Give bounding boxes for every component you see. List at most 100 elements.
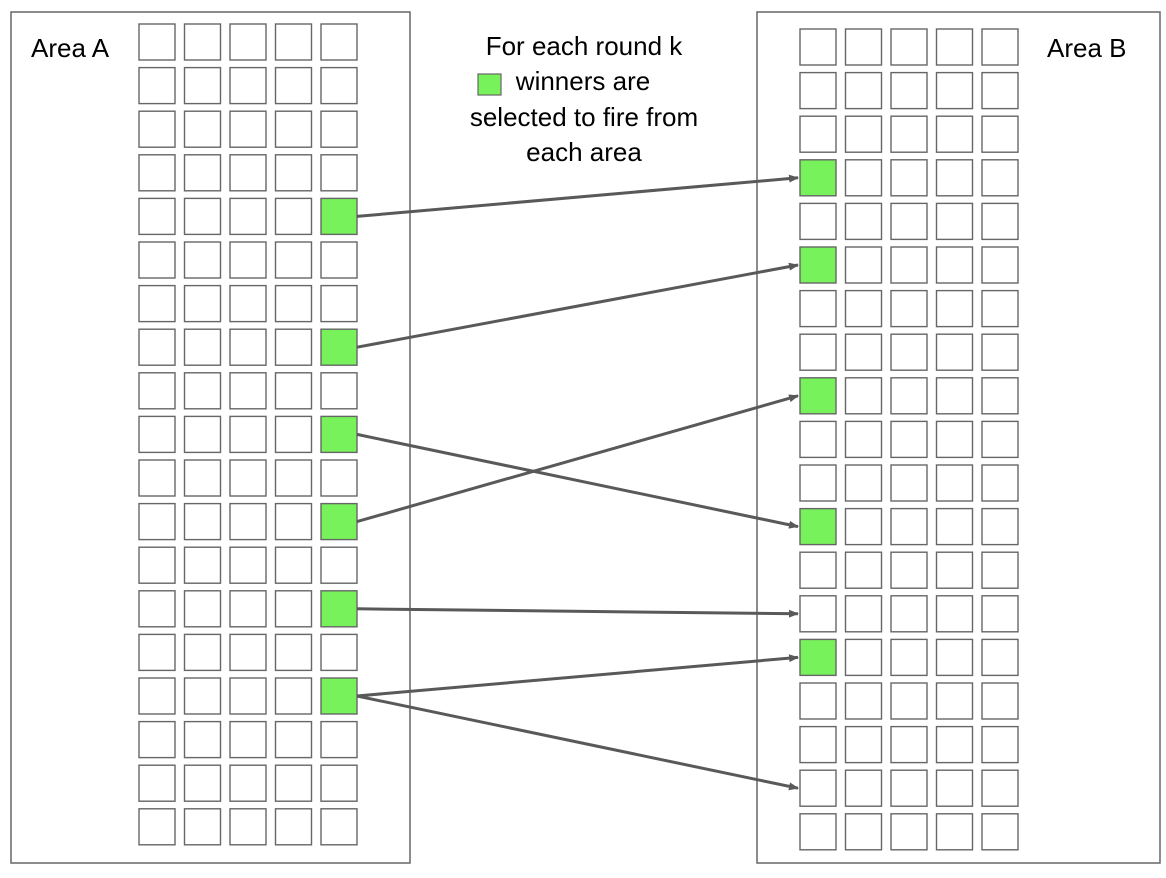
area-b-cell — [935, 377, 974, 415]
area-a-cell — [138, 502, 176, 541]
area-a-winner-cell — [320, 590, 358, 628]
firing-arrow — [356, 694, 799, 791]
area-b-cell — [890, 333, 928, 371]
area-a-cell — [229, 110, 267, 148]
area-b-cell — [935, 464, 974, 502]
area-b-cell — [799, 725, 837, 764]
area-a-cell — [274, 459, 313, 497]
area-b-cell — [890, 246, 928, 284]
area-b-cell — [799, 333, 837, 371]
area-b-cell — [799, 595, 837, 633]
area-b-cell — [799, 115, 837, 153]
caption-line-3: selected to fire from — [470, 102, 698, 132]
area-a-border — [10, 11, 411, 864]
area-b-cell — [799, 551, 837, 589]
area-a-cell — [320, 66, 358, 105]
firing-arrow — [356, 607, 799, 618]
area-b-cell — [935, 333, 974, 371]
area-b-winner-cell — [799, 246, 837, 284]
area-a-cell — [138, 415, 176, 454]
area-b-cell — [935, 813, 974, 851]
area-b-cell — [844, 638, 883, 677]
area-a-cell — [138, 808, 176, 846]
area-a-cell — [274, 720, 313, 759]
area-b-cell — [981, 813, 1019, 851]
area-a-cell — [274, 764, 313, 802]
area-b-cell — [890, 769, 928, 807]
area-a-cell — [320, 633, 358, 672]
area-b-winner-cell — [799, 638, 837, 677]
area-b-label: Area B — [1047, 33, 1127, 63]
area-b-cell — [799, 289, 837, 328]
area-a-cell — [138, 590, 176, 628]
area-a-cell — [138, 23, 176, 61]
firing-arrow — [356, 394, 799, 524]
area-a-cell — [183, 808, 222, 846]
area-a-cell — [183, 459, 222, 497]
area-b-cell — [890, 159, 928, 197]
area-b-cell — [981, 464, 1019, 502]
area-b-cell — [844, 551, 883, 589]
area-b-cell — [981, 333, 1019, 371]
area-b-cell — [981, 725, 1019, 764]
area-b-cell — [844, 377, 883, 415]
area-b-cell — [799, 813, 837, 851]
area-a-cell — [229, 677, 267, 715]
area-b-cell — [981, 246, 1019, 284]
area-a-cell — [138, 546, 176, 584]
area-a-cell — [183, 197, 222, 236]
area-a-cell — [138, 720, 176, 759]
area-a-cell — [229, 284, 267, 323]
caption-line-2: winners are — [515, 66, 650, 96]
area-b-winner-cell — [799, 377, 837, 415]
area-b-cell — [799, 202, 837, 241]
area-a-cell — [229, 502, 267, 541]
area-b-cell — [981, 551, 1019, 589]
area-b-cell — [935, 725, 974, 764]
area-a-cell — [183, 677, 222, 715]
area-b-border — [756, 11, 1161, 864]
area-a-winner-cell — [320, 677, 358, 715]
area-b-cell — [799, 769, 837, 807]
area-b-cell — [981, 289, 1019, 328]
area-a-cell — [320, 110, 358, 148]
area-a-cell — [229, 23, 267, 61]
area-b-winner-cell — [799, 507, 837, 546]
area-b-cell — [844, 289, 883, 328]
area-b-cell — [844, 28, 883, 66]
area-a-cell — [229, 633, 267, 672]
area-b-cell — [935, 551, 974, 589]
area-b-cell — [890, 507, 928, 546]
area-b-cell — [844, 769, 883, 807]
area-a-cell — [183, 241, 222, 279]
area-a-cell — [183, 633, 222, 672]
area-a-cell — [138, 197, 176, 236]
area-a-cell — [229, 808, 267, 846]
area-a-cell — [183, 372, 222, 410]
caption-line-4: each area — [526, 137, 642, 167]
area-b-cell — [981, 682, 1019, 720]
area-b-cell — [844, 420, 883, 459]
area-b-cell — [981, 28, 1019, 66]
area-a-cell — [138, 764, 176, 802]
area-b-cell — [890, 638, 928, 677]
area-b-cell — [981, 507, 1019, 546]
area-a-cell — [274, 808, 313, 846]
firing-arrow — [356, 654, 799, 698]
area-a-cell — [138, 154, 176, 192]
area-a-cell — [274, 415, 313, 454]
area-a-cell — [183, 502, 222, 541]
area-a-cell — [274, 372, 313, 410]
area-a-cell — [320, 372, 358, 410]
area-b-cell — [844, 464, 883, 502]
area-b-cell — [890, 595, 928, 633]
area-a-cell — [183, 23, 222, 61]
area-b-cell — [890, 115, 928, 153]
area-b-cell — [844, 246, 883, 284]
area-b-cell — [890, 289, 928, 328]
area-b-cell — [890, 420, 928, 459]
area-a-cell — [320, 241, 358, 279]
area-a-cell — [138, 372, 176, 410]
area-a-cell — [274, 66, 313, 105]
